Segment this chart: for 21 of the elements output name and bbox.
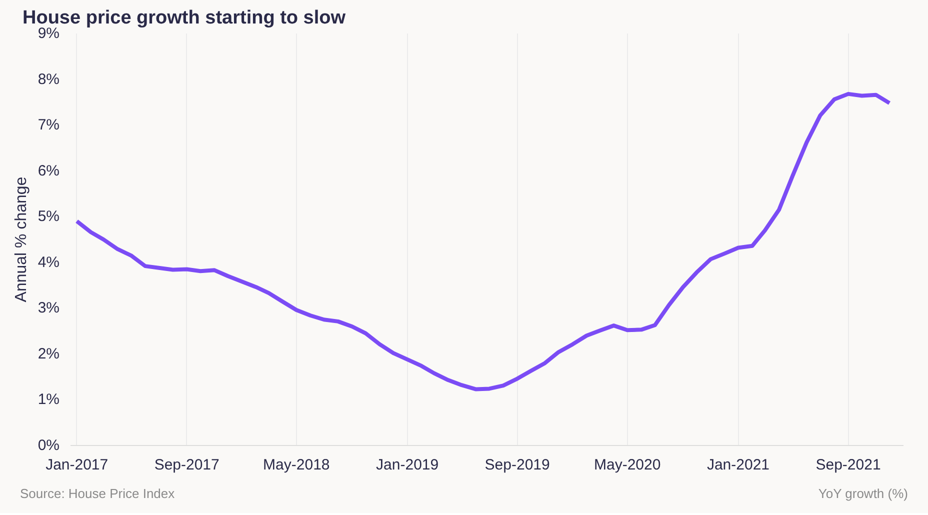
y-tick-label: 3% bbox=[38, 300, 60, 317]
y-tick-label: 8% bbox=[38, 70, 60, 88]
y-tick-label: 7% bbox=[38, 116, 60, 134]
y-tick-label: 4% bbox=[38, 254, 60, 271]
x-tick-label: Sep-2017 bbox=[154, 456, 220, 474]
y-tick-label: 2% bbox=[38, 345, 60, 362]
text: YoY growth (%) bbox=[818, 485, 908, 503]
y-tick-label: 6% bbox=[38, 162, 60, 180]
source-note: Source: House Price Index bbox=[20, 485, 175, 503]
x-tick-label: Jan-2021 bbox=[706, 456, 770, 474]
x-tick-label: Sep-2019 bbox=[484, 456, 550, 474]
x-tick-label: Jan-2017 bbox=[46, 456, 108, 474]
y-tick-label: 0% bbox=[38, 437, 60, 454]
x-tick-label: May-2018 bbox=[263, 456, 330, 474]
x-tick-label: Sep-2021 bbox=[816, 456, 881, 474]
y-tick-label: 1% bbox=[38, 391, 60, 408]
y-tick-label: 5% bbox=[38, 208, 60, 226]
line-series bbox=[74, 92, 892, 392]
x-tick-label: May-2020 bbox=[594, 456, 661, 474]
x-tick-label: Jan-2019 bbox=[376, 456, 439, 474]
y-axis-title: Annual % change bbox=[12, 176, 30, 302]
